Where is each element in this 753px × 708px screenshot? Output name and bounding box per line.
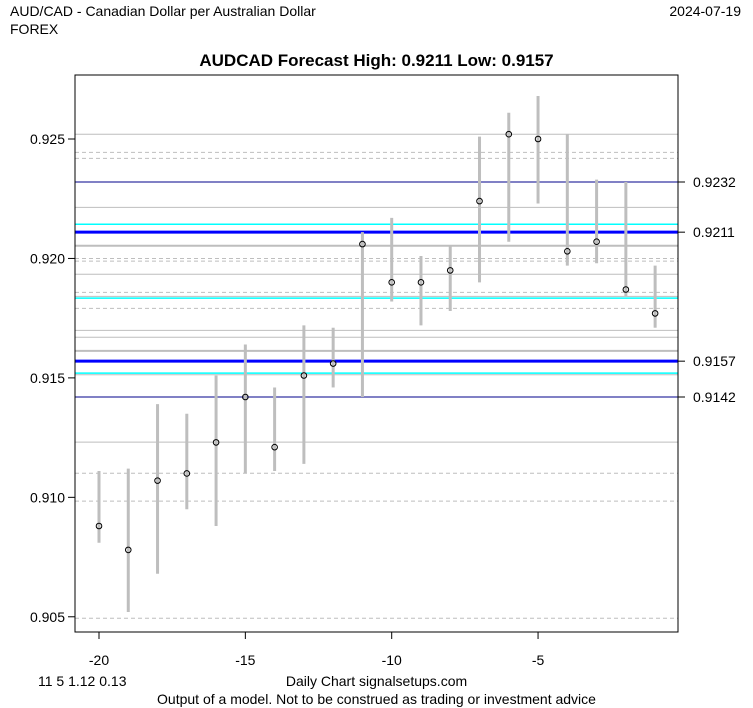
- market-label: FOREX: [10, 21, 59, 37]
- data-point: [242, 393, 249, 401]
- x-tick-label: -20: [89, 652, 109, 668]
- data-point: [622, 286, 630, 293]
- right-level-label: 0.9157: [693, 353, 736, 369]
- y-tick-label: 0.910: [30, 489, 65, 505]
- model-params: 11 5 1.12 0.13: [38, 673, 127, 689]
- y-tick-label: 0.915: [30, 370, 65, 386]
- x-tick-label: -10: [382, 652, 402, 668]
- data-point: [505, 130, 513, 138]
- x-tick-label: -5: [532, 652, 545, 668]
- instrument-title: AUD/CAD - Canadian Dollar per Australian…: [10, 3, 316, 19]
- data-point: [534, 135, 542, 143]
- source-label: Daily Chart signalsetups.com: [285, 673, 468, 689]
- disclaimer: Output of a model. Not to be construed a…: [157, 691, 596, 707]
- data-point: [300, 372, 308, 379]
- plot-frame: [74, 74, 679, 633]
- data-point: [95, 522, 103, 530]
- x-tick-label: -15: [235, 652, 255, 668]
- chart-date: 2024-07-19: [669, 3, 741, 19]
- data-point: [593, 238, 600, 246]
- y-tick-label: 0.925: [30, 131, 65, 147]
- data-point: [124, 546, 132, 554]
- data-point: [388, 279, 396, 286]
- right-level-label: 0.9211: [693, 224, 735, 240]
- data-point: [359, 240, 366, 248]
- data-point: [446, 267, 454, 274]
- data-point: [476, 197, 483, 205]
- chart-title: AUDCAD Forecast High: 0.9211 Low: 0.9157: [199, 51, 554, 70]
- right-level-label: 0.9142: [693, 389, 736, 405]
- data-point: [212, 439, 220, 446]
- data-point: [183, 470, 191, 477]
- data-point: [329, 360, 337, 367]
- data-point: [651, 310, 659, 317]
- data-point: [417, 279, 425, 286]
- y-tick-label: 0.920: [30, 250, 65, 266]
- data-point: [154, 477, 161, 484]
- data-point: [271, 443, 278, 451]
- right-level-label: 0.9232: [693, 174, 736, 190]
- y-tick-label: 0.905: [30, 609, 65, 625]
- data-point: [564, 247, 571, 255]
